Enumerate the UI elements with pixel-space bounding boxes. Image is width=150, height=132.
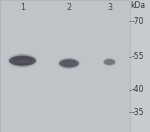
Ellipse shape — [8, 53, 38, 68]
Text: kDa: kDa — [130, 1, 145, 10]
FancyBboxPatch shape — [0, 0, 130, 132]
Ellipse shape — [105, 59, 114, 65]
Ellipse shape — [59, 58, 79, 68]
Ellipse shape — [104, 58, 115, 66]
Ellipse shape — [106, 62, 113, 63]
Ellipse shape — [13, 56, 32, 65]
Text: 2: 2 — [66, 3, 72, 12]
Ellipse shape — [9, 56, 36, 66]
Ellipse shape — [103, 58, 116, 66]
Ellipse shape — [14, 60, 31, 63]
Ellipse shape — [10, 55, 35, 67]
Text: 3: 3 — [107, 3, 112, 12]
Ellipse shape — [59, 59, 79, 68]
Ellipse shape — [62, 60, 76, 67]
Ellipse shape — [103, 59, 116, 65]
Text: -40: -40 — [131, 85, 144, 94]
Ellipse shape — [63, 63, 75, 65]
Text: 1: 1 — [20, 3, 25, 12]
FancyBboxPatch shape — [130, 0, 150, 132]
Text: -35: -35 — [131, 108, 144, 117]
Text: -55: -55 — [131, 52, 144, 61]
Text: -70: -70 — [131, 17, 144, 26]
Ellipse shape — [58, 57, 80, 69]
